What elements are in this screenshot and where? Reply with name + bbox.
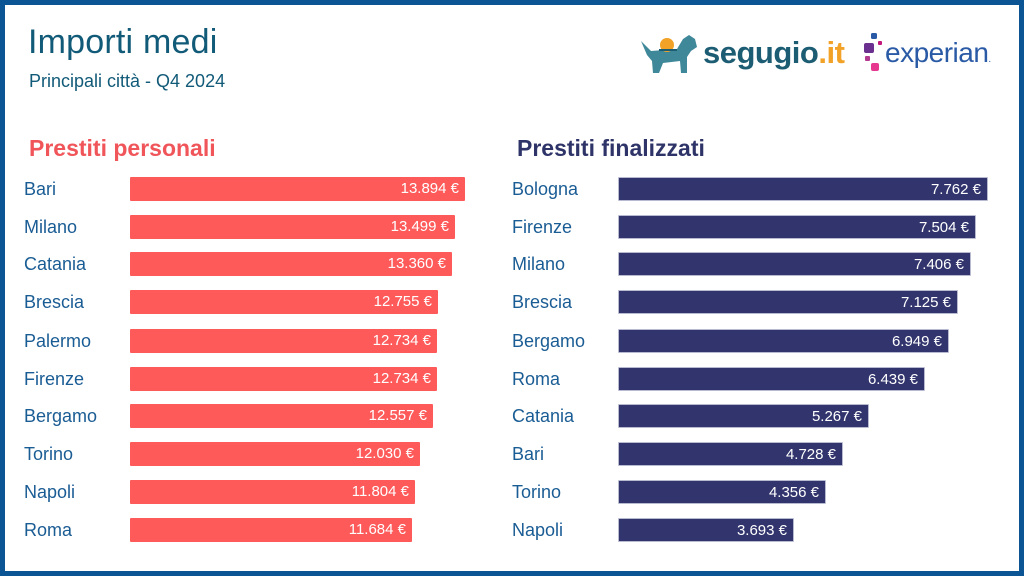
category-label-finalizzati: Napoli (512, 520, 564, 540)
bar-personali: 11.684 € (130, 518, 412, 542)
bar-value-label: 13.894 € (400, 180, 459, 197)
bar-value-label: 7.762 € (930, 181, 981, 198)
category-label-finalizzati: Bologna (512, 179, 579, 199)
category-label-personali: Brescia (24, 292, 85, 312)
bar-finalizzati: 7.504 € (618, 215, 976, 239)
experian-wordmark: experian. (885, 37, 991, 69)
bar-personali: 12.755 € (130, 290, 438, 314)
category-label-finalizzati: Firenze (512, 217, 573, 237)
bar-value-label: 12.557 € (368, 407, 427, 424)
page-title: Importi medi (28, 23, 218, 61)
category-label-finalizzati: Milano (512, 254, 566, 274)
category-label-personali: Napoli (24, 482, 76, 502)
bar-finalizzati: 6.949 € (618, 329, 949, 353)
bar-value-label: 4.356 € (768, 484, 819, 501)
category-label-personali: Bari (24, 179, 57, 199)
bar-finalizzati: 7.125 € (618, 290, 958, 314)
bar-personali: 12.557 € (130, 404, 433, 428)
category-label-finalizzati: Catania (512, 406, 575, 426)
segugio-wordmark: segugio.it (703, 35, 845, 71)
category-label-personali: Torino (24, 444, 74, 464)
experian-wordmark-suffix: . (988, 54, 991, 65)
bar-value-label: 11.804 € (351, 483, 409, 500)
experian-logo: experian. (863, 29, 991, 77)
bar-value-label: 12.734 € (372, 332, 431, 349)
bar-value-label: 5.267 € (811, 408, 862, 425)
chart-title-personali: Prestiti personali (29, 135, 216, 161)
bar-personali: 12.030 € (130, 442, 420, 466)
category-label-personali: Catania (24, 254, 87, 274)
bar-finalizzati: 7.762 € (618, 177, 988, 201)
bar-finalizzati: 3.693 € (618, 518, 794, 542)
bar-finalizzati: 7.406 € (618, 252, 971, 276)
category-label-finalizzati: Roma (512, 369, 561, 389)
bar-value-label: 12.734 € (372, 370, 431, 387)
bar-value-label: 13.360 € (387, 255, 446, 272)
bar-value-label: 12.030 € (355, 445, 414, 462)
page-subtitle: Principali città - Q4 2024 (29, 71, 226, 91)
category-label-finalizzati: Bari (512, 444, 545, 464)
bar-finalizzati: 4.728 € (618, 442, 843, 466)
bar-value-label: 3.693 € (736, 522, 787, 539)
bar-value-label: 12.755 € (373, 293, 432, 310)
bar-value-label: 11.684 € (348, 521, 406, 538)
segugio-wordmark-suffix: .it (818, 35, 845, 70)
bar-value-label: 13.499 € (390, 218, 449, 235)
bar-personali: 12.734 € (130, 367, 437, 391)
bar-finalizzati: 5.267 € (618, 404, 869, 428)
segugio-wordmark-main: segugio (703, 35, 819, 70)
segugio-logo: segugio.it (637, 29, 845, 77)
bar-personali: 12.734 € (130, 329, 437, 353)
experian-wordmark-main: experian (885, 37, 989, 68)
category-label-personali: Roma (24, 520, 73, 540)
bar-finalizzati: 4.356 € (618, 480, 826, 504)
bar-value-label: 6.949 € (891, 333, 942, 350)
category-label-finalizzati: Torino (512, 482, 562, 502)
experian-dots-icon (864, 33, 882, 71)
bar-personali: 11.804 € (130, 480, 415, 504)
bar-finalizzati: 6.439 € (618, 367, 925, 391)
bar-value-label: 7.125 € (900, 294, 951, 311)
category-label-finalizzati: Brescia (512, 292, 573, 312)
category-label-personali: Palermo (24, 331, 92, 351)
bar-personali: 13.499 € (130, 215, 455, 239)
category-label-personali: Milano (24, 217, 78, 237)
category-label-finalizzati: Bergamo (512, 331, 586, 351)
bar-value-label: 6.439 € (867, 371, 918, 388)
bar-value-label: 7.406 € (913, 256, 964, 273)
dog-icon (641, 35, 697, 73)
bar-value-label: 7.504 € (918, 219, 969, 236)
category-label-personali: Firenze (24, 369, 85, 389)
bar-personali: 13.360 € (130, 252, 452, 276)
bar-personali: 13.894 € (130, 177, 465, 201)
category-label-personali: Bergamo (24, 406, 98, 426)
chart-title-finalizzati: Prestiti finalizzati (517, 135, 705, 161)
bar-value-label: 4.728 € (785, 446, 836, 463)
